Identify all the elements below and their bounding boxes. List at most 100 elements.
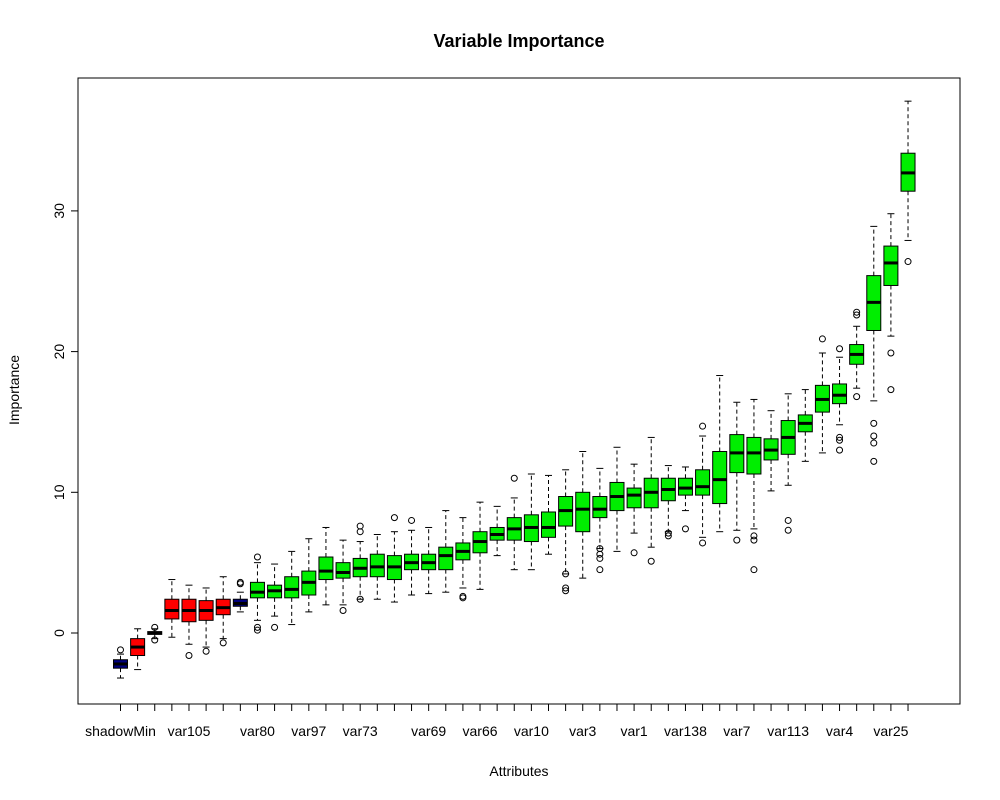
x-tick-label: var1 xyxy=(620,723,647,739)
box-24 xyxy=(506,474,522,571)
box-8 xyxy=(232,578,248,613)
outlier-point xyxy=(562,587,570,595)
outlier-point xyxy=(356,595,364,603)
outlier-point xyxy=(853,308,861,316)
box-35 xyxy=(695,422,711,547)
outlier-point xyxy=(853,393,861,401)
outlier-point xyxy=(459,594,467,602)
box-43 xyxy=(832,345,848,454)
box-31 xyxy=(626,463,642,557)
x-tick-label: var4 xyxy=(826,723,853,739)
box-42 xyxy=(814,335,830,454)
box-22 xyxy=(472,501,488,590)
box-9 xyxy=(249,553,265,634)
outlier-point xyxy=(271,623,279,631)
outlier-point xyxy=(870,457,878,465)
box-46 xyxy=(883,213,899,394)
chart-title: Variable Importance xyxy=(433,31,604,51)
outlier-point xyxy=(253,626,261,634)
outlier-point xyxy=(887,349,895,357)
x-axis-label: Attributes xyxy=(489,763,548,779)
outlier-point xyxy=(408,516,416,524)
outlier-point xyxy=(750,536,758,544)
box-28 xyxy=(575,450,591,579)
x-tick-label: var105 xyxy=(168,723,211,739)
box-rect xyxy=(712,450,728,505)
box-12 xyxy=(301,538,317,613)
outlier-point xyxy=(887,386,895,394)
outlier-point xyxy=(836,446,844,454)
box-21 xyxy=(455,517,471,602)
outlier-point xyxy=(202,647,210,655)
box-6 xyxy=(198,587,214,655)
outlier-point xyxy=(510,474,518,482)
outlier-point xyxy=(664,529,672,537)
x-tick-label: var3 xyxy=(569,723,596,739)
box-19 xyxy=(421,526,437,595)
box-rect xyxy=(626,487,642,509)
x-tick-label: var69 xyxy=(411,723,446,739)
outlier-point xyxy=(596,554,604,562)
box-15 xyxy=(352,522,368,603)
outlier-point xyxy=(904,258,912,266)
outlier-point xyxy=(596,550,604,558)
box-38 xyxy=(746,398,762,574)
outlier-point xyxy=(117,646,124,654)
outlier-point xyxy=(733,536,741,544)
box-rect xyxy=(883,245,899,286)
box-rect xyxy=(249,581,265,599)
outlier-point xyxy=(562,584,570,592)
box-27 xyxy=(558,469,574,595)
y-tick-label: 30 xyxy=(51,203,67,219)
outlier-point xyxy=(596,566,604,574)
y-tick-label: 20 xyxy=(51,344,67,360)
outlier-point xyxy=(151,623,159,631)
outlier-point xyxy=(253,623,261,631)
box-36 xyxy=(712,375,728,533)
outlier-point xyxy=(664,532,672,540)
outlier-point xyxy=(681,525,689,533)
box-7 xyxy=(215,576,231,647)
box-20 xyxy=(438,510,454,593)
x-tick-label: var73 xyxy=(343,723,378,739)
outlier-point xyxy=(253,553,261,561)
box-37 xyxy=(729,401,745,544)
y-tick-label: 0 xyxy=(51,629,67,637)
box-40 xyxy=(780,393,796,534)
x-tick-label: var113 xyxy=(767,723,809,739)
box-47 xyxy=(900,100,916,266)
outlier-point xyxy=(390,514,398,522)
outlier-point xyxy=(836,433,844,441)
box-25 xyxy=(523,473,539,571)
box-33 xyxy=(660,465,676,540)
y-tick-label: 10 xyxy=(51,484,67,500)
outlier-point xyxy=(185,652,193,660)
y-axis-label: Importance xyxy=(6,355,22,425)
outlier-point xyxy=(236,578,244,586)
y-axis: 0 10 20 30 xyxy=(51,203,79,637)
outlier-point xyxy=(647,557,655,565)
x-tick-label: var66 xyxy=(463,723,498,739)
box-17 xyxy=(386,514,402,603)
x-tick-label: shadowMin xyxy=(85,723,156,739)
box-32 xyxy=(643,436,659,565)
outlier-point xyxy=(853,311,861,319)
box-rect xyxy=(335,562,351,579)
box-rect xyxy=(592,496,608,519)
x-tick-label: var25 xyxy=(873,723,908,739)
box-14 xyxy=(335,539,351,614)
box-11 xyxy=(284,550,300,626)
outlier-point xyxy=(784,516,792,524)
x-tick-label: var7 xyxy=(723,723,750,739)
box-rect xyxy=(746,436,762,475)
x-tick-label: var138 xyxy=(664,723,707,739)
x-axis: shadowMin var105 var80 var97 var73 var69 var66… xyxy=(85,703,909,739)
box-23 xyxy=(489,505,505,557)
box-rect xyxy=(575,491,591,533)
outlier-point xyxy=(836,436,844,444)
box-45 xyxy=(866,225,882,465)
outlier-point xyxy=(151,636,159,644)
outlier-point xyxy=(836,345,844,353)
box-2 xyxy=(130,628,146,671)
